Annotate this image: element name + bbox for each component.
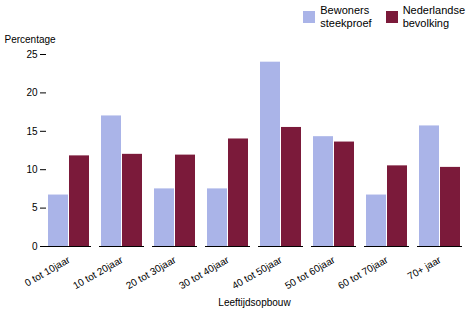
svg-text:20: 20 <box>26 87 38 98</box>
svg-text:15: 15 <box>26 126 38 137</box>
svg-text:40 tot 50jaar: 40 tot 50jaar <box>230 254 284 292</box>
svg-text:5: 5 <box>32 202 38 213</box>
svg-text:10 tot 20jaar: 10 tot 20jaar <box>71 254 125 292</box>
html-text:Nederlandse bevolking: Nederlandse bevolking <box>402 4 465 29</box>
svg-text:30 tot 40jaar: 30 tot 40jaar <box>177 254 231 292</box>
svg-text:60 tot 70jaar: 60 tot 70jaar <box>336 254 390 292</box>
svg-text:0 tot 10jaar: 0 tot 10jaar <box>23 254 72 289</box>
html-text:Bewoners steekproef: Bewoners steekproef <box>320 4 372 29</box>
svg-text:25: 25 <box>26 49 38 60</box>
svg-text:10: 10 <box>26 164 38 175</box>
svg-text:50 tot 60jaar: 50 tot 60jaar <box>283 254 337 292</box>
svg-text:0: 0 <box>32 241 38 252</box>
svg-text:Leeftijdsopbouw: Leeftijdsopbouw <box>218 297 291 308</box>
svg-text:70+ jaar: 70+ jaar <box>406 254 444 282</box>
svg-text:20 tot 30jaar: 20 tot 30jaar <box>124 254 178 292</box>
svg-text:Percentage: Percentage <box>5 34 57 45</box>
